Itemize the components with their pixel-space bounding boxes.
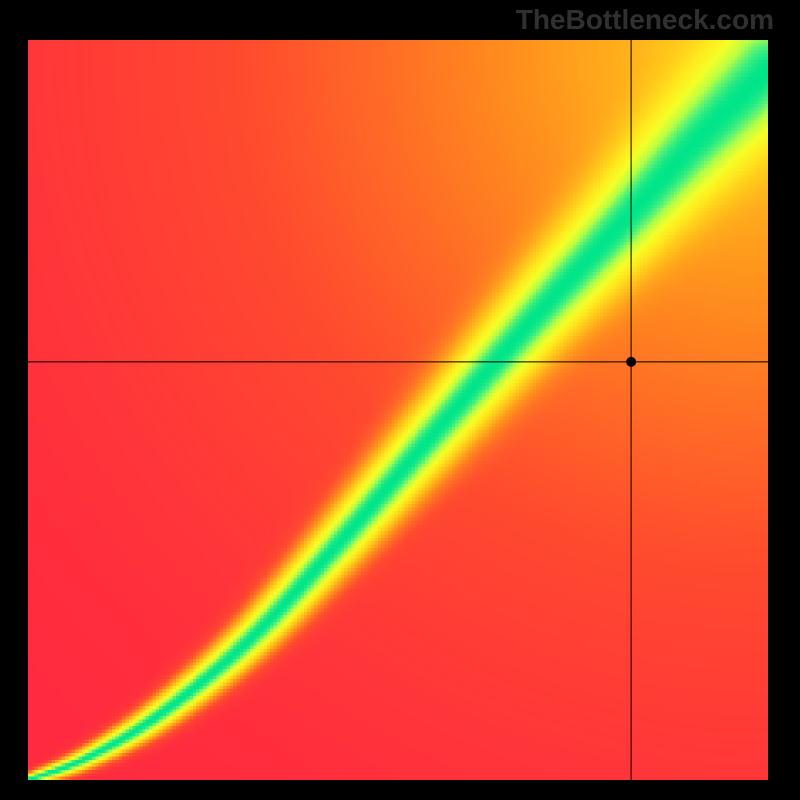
chart-container: TheBottleneck.com — [0, 0, 800, 800]
heatmap-canvas — [28, 40, 768, 780]
watermark-text: TheBottleneck.com — [516, 4, 774, 36]
